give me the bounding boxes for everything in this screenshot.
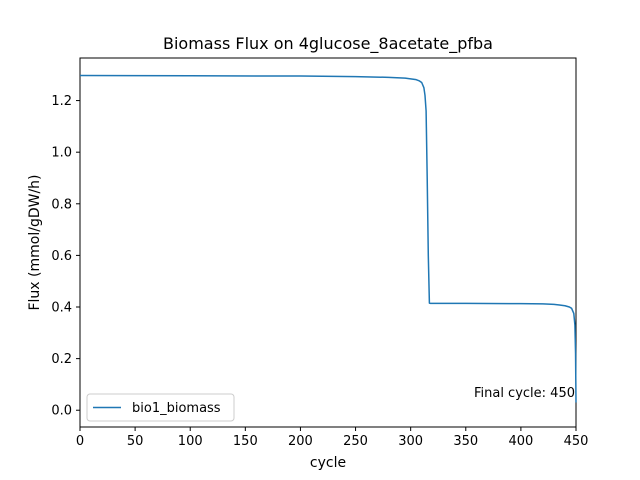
y-axis-label: Flux (mmol/gDW/h) bbox=[27, 174, 43, 310]
chart-title: Biomass Flux on 4glucose_8acetate_pfba bbox=[163, 34, 493, 54]
series-line-bio1-biomass bbox=[79, 74, 577, 403]
x-axis-label: cycle bbox=[310, 455, 346, 471]
x-tick-label-350: 350 bbox=[453, 434, 478, 449]
x-axis-ticks: 0 50 100 150 200 250 300 350 400 450 bbox=[76, 427, 589, 449]
axes-frame bbox=[79, 57, 577, 428]
x-tick-label-400: 400 bbox=[508, 434, 533, 449]
y-tick-label-0.2: 0.2 bbox=[51, 352, 72, 367]
x-tick-label-250: 250 bbox=[343, 434, 368, 449]
y-tick-label-0.0: 0.0 bbox=[51, 404, 72, 419]
x-tick-label-300: 300 bbox=[398, 434, 423, 449]
y-tick-label-0.8: 0.8 bbox=[51, 197, 72, 212]
final-cycle-annotation: Final cycle: 450 bbox=[474, 386, 575, 401]
x-tick-label-450: 450 bbox=[564, 434, 589, 449]
x-tick-label-200: 200 bbox=[288, 434, 313, 449]
y-tick-label-1.0: 1.0 bbox=[51, 146, 72, 161]
series-layer bbox=[79, 74, 577, 403]
x-tick-label-150: 150 bbox=[233, 434, 258, 449]
legend-box bbox=[86, 393, 235, 422]
x-tick-label-50: 50 bbox=[127, 434, 144, 449]
y-tick-label-0.4: 0.4 bbox=[51, 301, 72, 316]
x-tick-label-100: 100 bbox=[178, 434, 203, 449]
y-axis-ticks: 0.0 0.2 0.4 0.6 0.8 1.0 1.2 bbox=[51, 94, 80, 419]
y-tick-label-1.2: 1.2 bbox=[51, 94, 72, 109]
legend: bio1_biomass bbox=[86, 393, 235, 422]
legend-label-bio1-biomass: bio1_biomass bbox=[132, 401, 221, 416]
x-tick-label-0: 0 bbox=[76, 434, 84, 449]
y-tick-label-0.6: 0.6 bbox=[51, 249, 72, 264]
plot-area: 0 50 100 150 200 250 300 350 400 450 0.0 0.2 0.4 0.6… bbox=[51, 57, 589, 449]
